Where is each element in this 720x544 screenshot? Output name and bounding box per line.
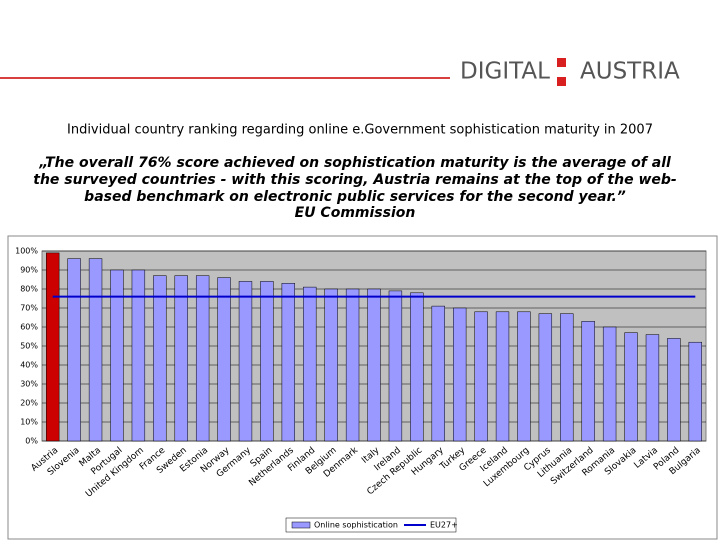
bar — [645, 334, 660, 442]
legend-label: Online sophistication — [314, 521, 398, 530]
bar — [517, 311, 531, 442]
bar — [281, 283, 295, 442]
logo-mark — [557, 58, 566, 67]
y-tick-label: 20% — [20, 399, 38, 408]
bar — [624, 332, 638, 442]
bar — [388, 290, 403, 442]
bar — [474, 311, 488, 442]
quote-line: „The overall 76% score achieved on sophi… — [38, 155, 671, 171]
bar — [602, 326, 617, 442]
bar — [688, 341, 702, 442]
slide-title: Individual country ranking regarding onl… — [67, 123, 653, 138]
bar — [581, 321, 595, 442]
y-tick-label: 30% — [20, 380, 38, 389]
bar — [324, 288, 338, 442]
bar — [367, 288, 381, 442]
bar — [153, 275, 167, 442]
bar — [410, 292, 424, 442]
y-tick-label: 0% — [25, 437, 38, 446]
logo-left: DIGITAL — [460, 59, 550, 85]
logo-mark — [557, 77, 566, 86]
bar — [303, 286, 317, 442]
bar — [538, 313, 553, 442]
bar — [453, 307, 467, 442]
bar — [131, 269, 146, 442]
y-tick-label: 70% — [20, 304, 38, 313]
logo-right: AUSTRIA — [580, 59, 680, 85]
bar — [217, 277, 231, 442]
bar — [495, 311, 510, 442]
legend-label: EU27+ — [430, 521, 458, 530]
bar — [110, 269, 124, 442]
y-tick-label: 40% — [20, 361, 38, 370]
bar — [67, 258, 81, 442]
bar — [667, 338, 681, 442]
bar — [174, 275, 188, 442]
bar — [88, 258, 103, 442]
bar — [260, 281, 274, 442]
legend-box — [285, 517, 457, 533]
y-tick-label: 60% — [20, 323, 38, 332]
legend-swatch — [291, 521, 311, 529]
bar — [46, 252, 60, 442]
y-tick-label: 100% — [15, 247, 38, 256]
y-tick-label: 10% — [20, 418, 38, 427]
bar — [345, 288, 360, 442]
quote-source: EU Commission — [295, 205, 416, 221]
bar — [195, 275, 210, 442]
bar — [431, 305, 445, 442]
y-tick-label: 90% — [20, 266, 38, 275]
y-tick-label: 80% — [20, 285, 38, 294]
bar — [238, 281, 253, 442]
y-tick-label: 50% — [20, 342, 38, 351]
quote-line: the surveyed countries - with this scori… — [33, 172, 677, 188]
bar — [560, 313, 574, 442]
quote-line: based benchmark on electronic public ser… — [84, 189, 626, 205]
